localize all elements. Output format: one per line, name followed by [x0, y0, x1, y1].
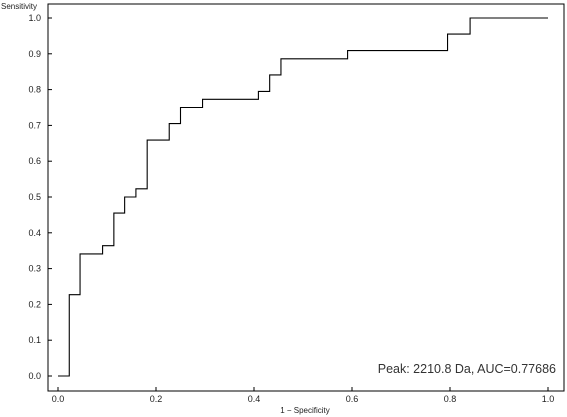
x-tick-label: 1.0	[542, 394, 555, 404]
y-tick-label: 0.5	[28, 192, 41, 202]
y-tick-label: 0.9	[28, 49, 41, 59]
y-tick-label: 0.6	[28, 156, 41, 166]
x-tick-label: 0.8	[444, 394, 457, 404]
y-tick-label: 1.0	[28, 13, 41, 23]
auc-annotation: Peak: 2210.8 Da, AUC=0.77686	[378, 362, 556, 376]
y-tick-label: 0.1	[28, 335, 41, 345]
x-axis: 0.0 0.2 0.4 0.6 0.8 1.0	[52, 387, 555, 404]
roc-curve-line	[58, 17, 548, 377]
x-tick-label: 0.4	[248, 394, 261, 404]
x-tick-label: 0.6	[346, 394, 359, 404]
x-axis-label: 1 − Specificity	[280, 406, 330, 415]
y-axis-label: Sensitivity	[1, 2, 37, 11]
y-axis: 0.0 0.1 0.2 0.3 0.4 0.5 0.6 0.7 0.8 0.9 1.0	[28, 13, 52, 381]
y-tick-label: 0.7	[28, 120, 41, 130]
y-tick-label: 0.3	[28, 264, 41, 274]
y-tick-label: 0.0	[28, 371, 41, 381]
y-tick-label: 0.4	[28, 228, 41, 238]
x-tick-label: 0.0	[52, 394, 65, 404]
x-tick-label: 0.2	[150, 394, 163, 404]
y-tick-label: 0.8	[28, 85, 41, 95]
y-tick-label: 0.2	[28, 299, 41, 309]
